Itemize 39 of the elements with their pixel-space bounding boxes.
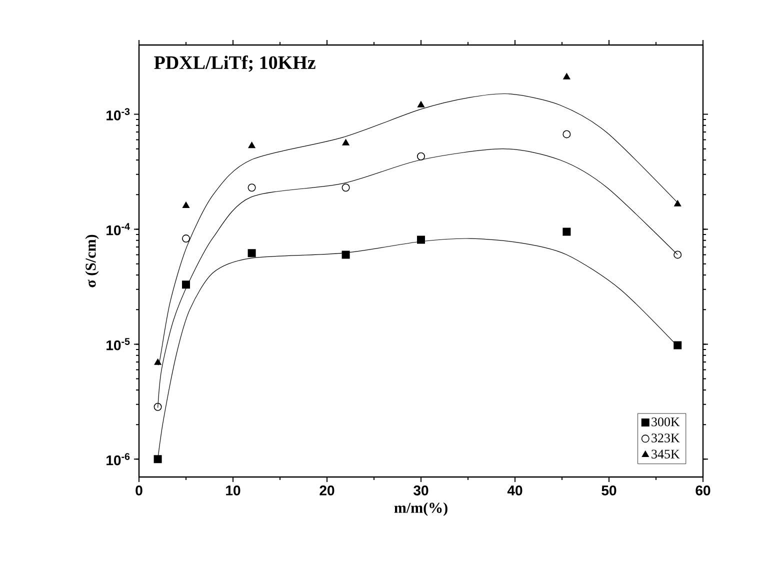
y-tick-label: 10$^{-5}$ [106,338,130,350]
point [562,228,571,236]
x-tick-label: 50 [602,486,616,496]
point [182,234,190,243]
point [248,184,256,192]
y-tick-label: 10$^{-4}$ [106,223,130,236]
point [342,139,350,146]
point [182,280,190,289]
point [154,402,162,411]
point [417,152,425,160]
x-tick-label: 40 [507,486,522,496]
point [417,101,425,108]
x-tick-label: 60 [696,486,710,496]
line-series [158,148,678,408]
point [674,250,682,259]
point [154,455,162,464]
point [248,249,256,258]
point [563,73,570,80]
x-axis-title: m/m(%) [394,502,448,516]
y-axis-title: σ (S/cm) [85,234,99,288]
y-tick-label: 10$^{-6}$ [106,453,130,466]
point [674,200,682,206]
x-tick-label: 10 [226,486,240,496]
y-tick-label: 10$^{-3}$ [106,108,130,120]
point [154,358,162,365]
point [342,250,350,259]
legend-label: 300K [652,417,680,426]
point [248,142,256,148]
point [562,130,571,138]
x-tick-label: 0 [136,486,142,496]
point [417,236,425,244]
legend-label: 323K [652,434,680,442]
point [674,341,682,350]
chart-title: PDXL/LiTf; 10KHz [154,55,316,72]
legend-label: 345K [652,450,680,458]
x-tick-label: 30 [414,486,428,496]
x-tick-label: 20 [320,486,334,496]
point [342,184,350,192]
point [182,202,190,208]
